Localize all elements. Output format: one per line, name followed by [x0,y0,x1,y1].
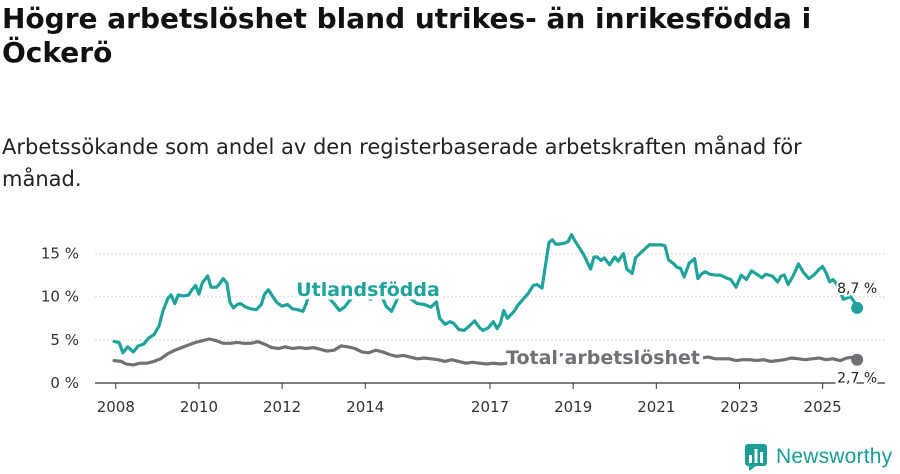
y-tick-label: 0 % [50,374,79,392]
series-labels: 8,7 % 2,7 % Utlandsfödda Total arbetslöshet [293,276,879,389]
y-tick-label: 15 % [41,245,79,263]
foreign-born-line [112,233,859,355]
total-end-label: 2,7 % [837,371,877,387]
x-tick-label: 2012 [263,398,301,416]
y-tick-label: 10 % [41,288,79,306]
y-tick-label: 5 % [50,331,79,349]
y-axis-ticks: 0 % 5 % 10 % 15 % [41,245,79,392]
x-tick-label: 2025 [804,398,842,416]
x-tick-label: 2017 [471,398,509,416]
foreign-born-end-label: 8,7 % [837,281,877,297]
newsworthy-logo[interactable]: Newsworthy [744,443,892,471]
chart-subtitle: Arbetssökande som andel av den registerb… [2,135,802,191]
total-end-point [851,353,864,366]
x-tick-label: 2014 [346,398,384,416]
series-layer [112,233,864,367]
total-line [112,337,859,367]
foreign-born-end-point [851,301,864,314]
x-axis-ticks: 2008 2010 2012 2014 2017 2019 2021 2023 2025 [97,383,842,416]
newsworthy-logo-icon [745,444,767,471]
x-tick-label: 2023 [720,398,758,416]
total-series-label: Total arbetslöshet [506,347,700,369]
chart-title: Högre arbetslöshet bland utrikes- än inr… [2,2,812,69]
x-tick-label: 2008 [97,398,135,416]
brand-name: Newsworthy [776,445,893,468]
x-tick-label: 2010 [180,398,218,416]
foreign-born-series-label: Utlandsfödda [296,279,440,301]
x-tick-label: 2021 [637,398,675,416]
x-tick-label: 2019 [554,398,592,416]
